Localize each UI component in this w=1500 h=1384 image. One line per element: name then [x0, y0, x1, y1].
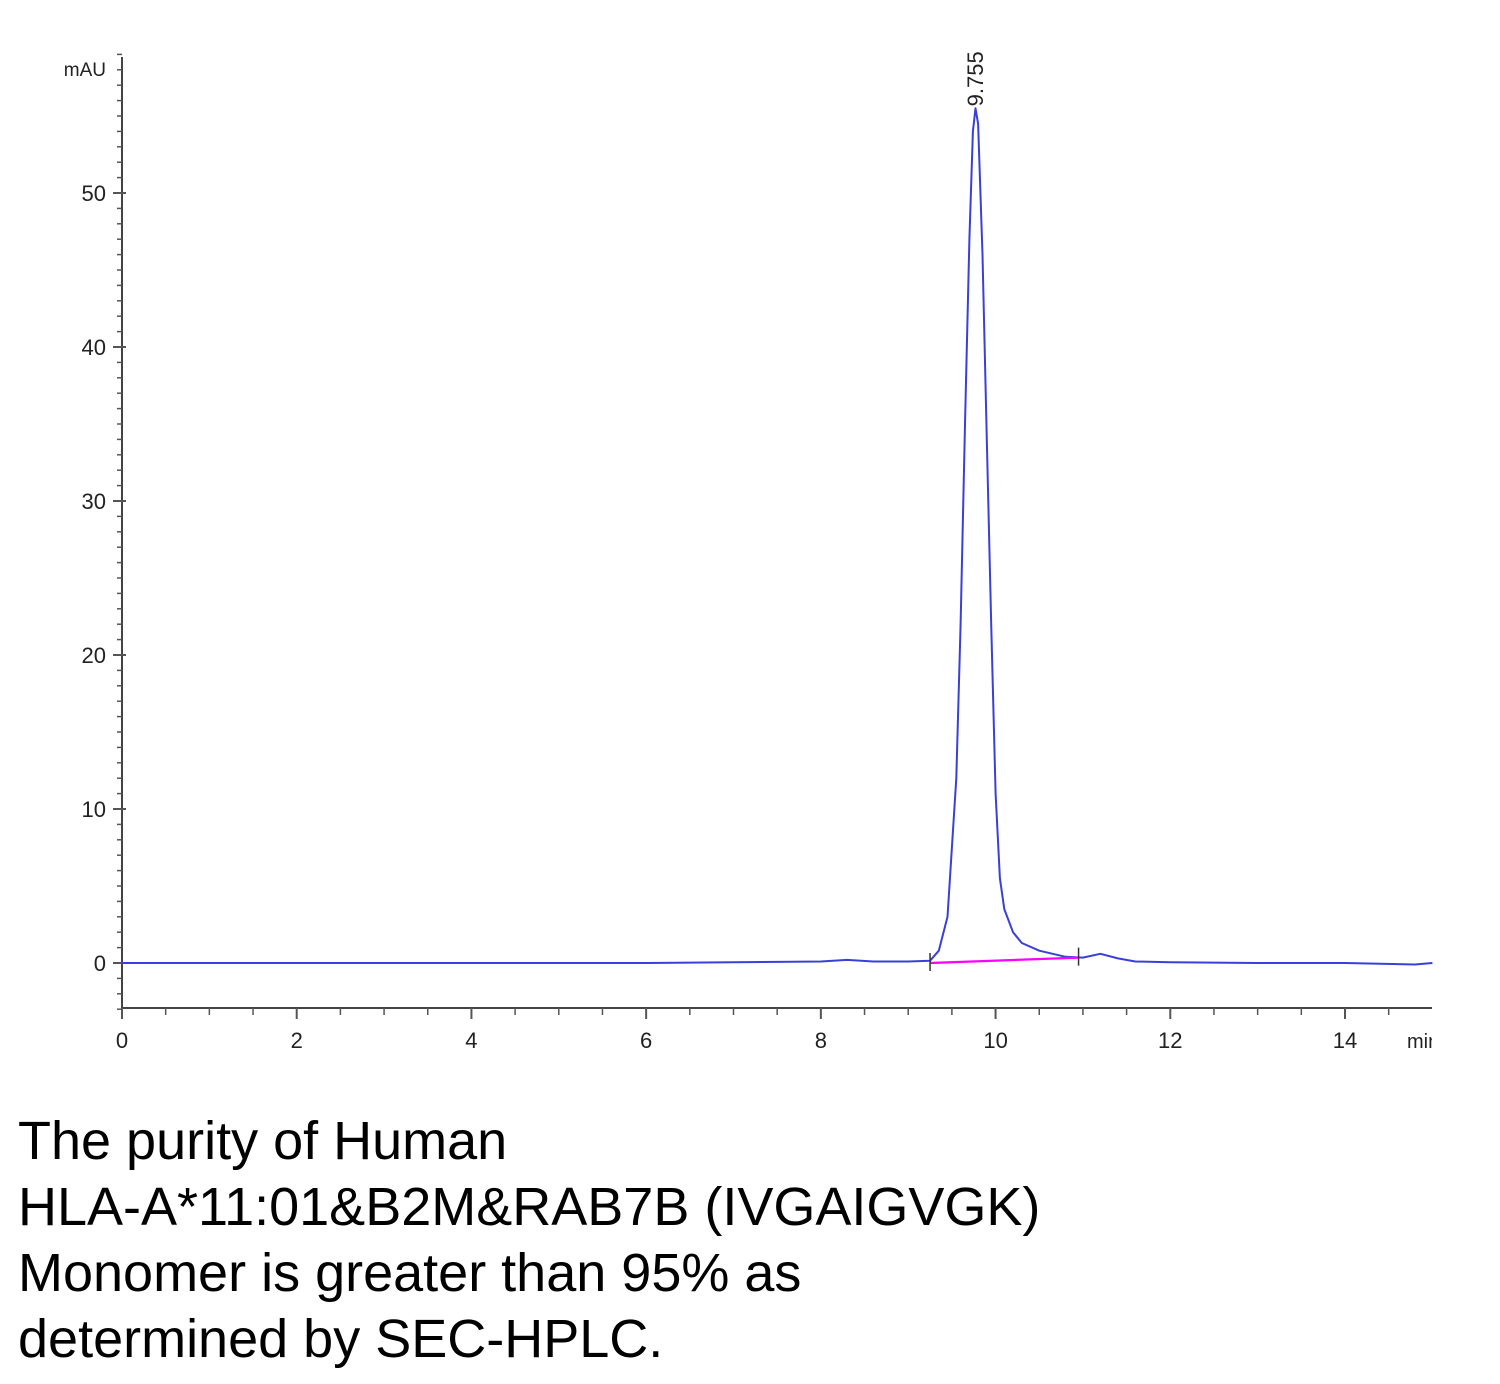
- y-tick-label: 0: [94, 951, 106, 976]
- peak-label: 9.755: [963, 51, 988, 106]
- chromatogram-trace: [122, 107, 1433, 966]
- caption-line-3: Monomer is greater than 95% as: [18, 1243, 802, 1303]
- y-tick-label: 50: [82, 181, 106, 206]
- chart-marks: 9.755: [122, 51, 1433, 971]
- y-tick-label: 30: [82, 489, 106, 514]
- chart-axes: 0 10 20 30 40 50 mAU 0 2 4 6 8 10 12 14 min: [64, 53, 1439, 1053]
- integration-baseline: [930, 956, 1079, 965]
- x-unit-label: min: [1407, 1031, 1439, 1053]
- y-tick-label: 20: [82, 643, 106, 668]
- x-tick-label: 4: [465, 1028, 477, 1053]
- x-tick-label: 14: [1333, 1028, 1357, 1053]
- y-tick-label: 10: [82, 797, 106, 822]
- x-tick-label: 12: [1158, 1028, 1182, 1053]
- x-tick-label: 0: [116, 1028, 128, 1053]
- y-unit-label: mAU: [64, 60, 106, 81]
- caption-line-4: determined by SEC-HPLC.: [18, 1309, 664, 1369]
- caption-line-1: The purity of Human: [18, 1111, 508, 1171]
- caption-line-2: HLA-A*11:01&B2M&RAB7B (IVGAIGVGK): [18, 1177, 1041, 1237]
- x-tick-label: 2: [291, 1028, 303, 1053]
- figure-caption: The purity of Human HLA-A*11:01&B2M&RAB7…: [18, 1108, 1478, 1372]
- x-tick-label: 10: [983, 1028, 1007, 1053]
- chromatogram-chart: 0 10 20 30 40 50 mAU 0 2 4 6 8 10 12 14 min 9.755: [64, 51, 1439, 1053]
- x-tick-label: 8: [815, 1028, 827, 1053]
- x-tick-label: 6: [640, 1028, 652, 1053]
- y-tick-label: 40: [82, 335, 106, 360]
